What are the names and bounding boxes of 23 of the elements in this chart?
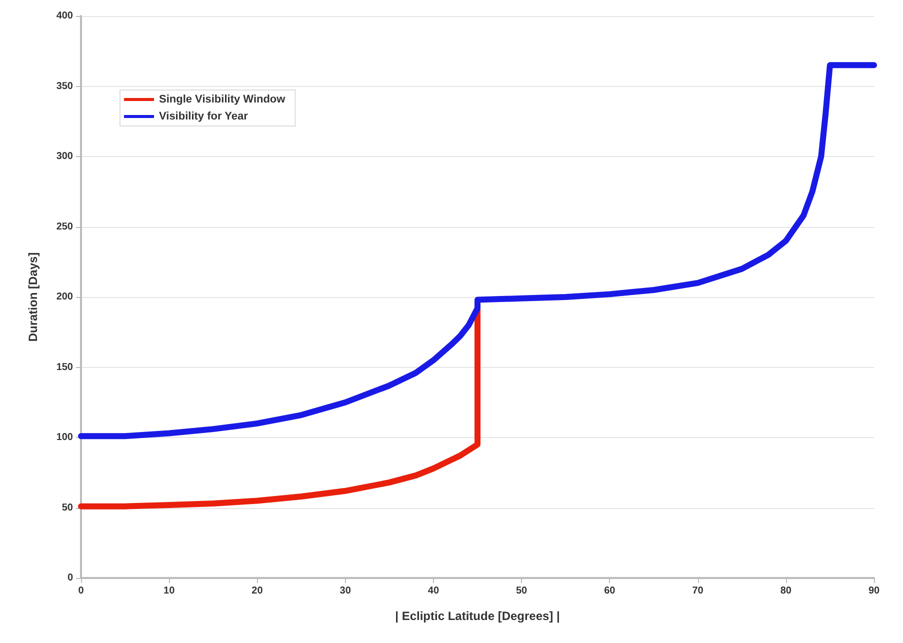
x-tick-label: 10 xyxy=(164,586,176,596)
x-tick-label: 70 xyxy=(692,586,704,596)
y-tick-label: 150 xyxy=(56,362,74,373)
x-tick-label: 20 xyxy=(252,586,264,596)
legend-label: Visibility for Year xyxy=(159,110,249,122)
y-tick-label: 50 xyxy=(62,502,74,514)
legend-label: Single Visibility Window xyxy=(159,94,286,106)
y-tick-label: 0 xyxy=(67,572,74,584)
y-tick-label: 300 xyxy=(56,151,74,162)
y-tick-label: 100 xyxy=(56,432,74,443)
x-axis-title: | Ecliptic Latitude [Degrees] | xyxy=(395,609,560,623)
x-tick-label: 60 xyxy=(604,586,616,596)
y-tick-label: 250 xyxy=(56,221,74,232)
x-tick-label: 40 xyxy=(428,586,440,596)
x-tick-label: 30 xyxy=(340,586,352,596)
y-tick-label: 400 xyxy=(56,10,74,22)
y-tick-label: 350 xyxy=(56,80,74,92)
x-tick-label: 0 xyxy=(78,586,84,596)
x-tick-label: 50 xyxy=(516,586,528,596)
x-tick-label: 80 xyxy=(780,586,792,596)
y-axis-title: Duration [Days] xyxy=(26,252,40,342)
x-tick-label: 90 xyxy=(868,586,880,596)
y-tick-label: 200 xyxy=(56,292,74,302)
